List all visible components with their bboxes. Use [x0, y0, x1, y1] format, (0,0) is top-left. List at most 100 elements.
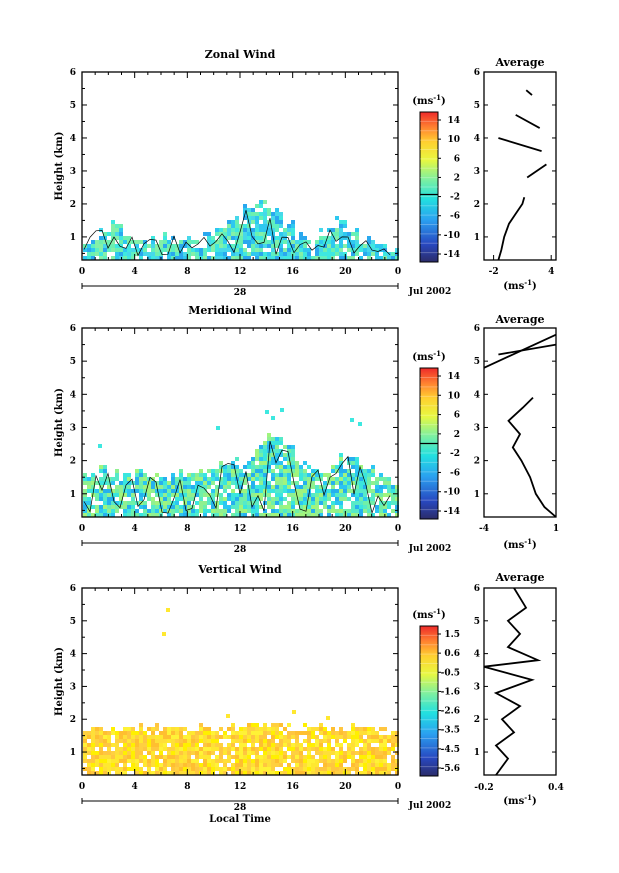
heatmap-cell	[115, 473, 119, 477]
heatmap-cell	[255, 755, 259, 759]
heatmap-cell	[271, 477, 275, 481]
heatmap-cell	[207, 477, 211, 481]
heatmap-cell	[279, 731, 283, 735]
heatmap-cell	[331, 763, 335, 767]
heatmap-cell	[279, 771, 283, 775]
heatmap-cell	[191, 248, 195, 252]
heatmap-cell	[179, 509, 183, 513]
heatmap-cell	[339, 481, 343, 485]
heatmap-cell	[211, 505, 215, 509]
heatmap-cell	[267, 212, 271, 216]
heatmap-cell	[275, 244, 279, 248]
heatmap-cell	[259, 493, 263, 497]
heatmap-cell	[367, 735, 371, 739]
average-y-tick-label: 1	[474, 490, 480, 500]
heatmap-cell	[307, 755, 311, 759]
heatmap-cell	[367, 236, 371, 240]
heatmap-cell	[255, 747, 259, 751]
heatmap-cell	[191, 477, 195, 481]
heatmap-cell	[263, 445, 267, 449]
heatmap-cell	[163, 743, 167, 747]
heatmap-cell	[199, 751, 203, 755]
heatmap-cell	[111, 505, 115, 509]
heatmap-cell	[267, 763, 271, 767]
heatmap-cell	[395, 771, 399, 775]
heatmap-cell	[223, 240, 227, 244]
heatmap-cell	[299, 767, 303, 771]
heatmap-cell	[215, 505, 219, 509]
heatmap-cell	[235, 244, 239, 248]
heatmap-cell	[151, 771, 155, 775]
heatmap-cell	[227, 751, 231, 755]
heatmap-cell	[103, 751, 107, 755]
heatmap-cell	[347, 232, 351, 236]
heatmap-cell	[251, 473, 255, 477]
heatmap-cell	[115, 763, 119, 767]
heatmap-cell	[347, 767, 351, 771]
heatmap-cell	[335, 509, 339, 513]
heatmap-cell	[295, 731, 299, 735]
heatmap-cell	[367, 469, 371, 473]
heatmap-cell	[379, 771, 383, 775]
heatmap-cell	[163, 505, 167, 509]
heatmap-cell	[103, 240, 107, 244]
heatmap-cell	[135, 739, 139, 743]
heatmap-cell	[139, 755, 143, 759]
heatmap-cell	[215, 256, 219, 260]
heatmap-cell	[235, 513, 239, 517]
heatmap-cell	[347, 256, 351, 260]
heatmap-cell	[259, 767, 263, 771]
heatmap-cell	[219, 244, 223, 248]
heatmap-cell	[375, 731, 379, 735]
heatmap-cell	[211, 248, 215, 252]
heatmap-cell	[303, 771, 307, 775]
heatmap-cell	[299, 493, 303, 497]
heatmap-cell	[227, 509, 231, 513]
heatmap-cell	[87, 731, 91, 735]
heatmap-cell	[307, 501, 311, 505]
heatmap-cell	[235, 228, 239, 232]
heatmap-cell	[155, 244, 159, 248]
heatmap-cell	[375, 256, 379, 260]
heatmap-cell	[371, 771, 375, 775]
heatmap-cell	[351, 465, 355, 469]
heatmap-cell	[103, 743, 107, 747]
heatmap-cell	[395, 509, 399, 513]
heatmap-cell	[219, 759, 223, 763]
heatmap-cell	[115, 759, 119, 763]
heatmap-cell	[347, 513, 351, 517]
heatmap-cell	[111, 509, 115, 513]
heatmap-cell	[359, 473, 363, 477]
heatmap-cell	[351, 723, 355, 727]
heatmap-cell	[143, 485, 147, 489]
heatmap-cell	[95, 505, 99, 509]
heatmap-cell	[87, 248, 91, 252]
heatmap-cell	[315, 477, 319, 481]
average-y-tick-label: 2	[474, 200, 480, 210]
colorbar-tick-label: -3.5	[441, 726, 460, 736]
heatmap-cell	[387, 735, 391, 739]
heatmap-cell	[251, 252, 255, 256]
heatmap-cell	[187, 244, 191, 248]
heatmap-cell	[139, 493, 143, 497]
heatmap-cell	[311, 256, 315, 260]
heatmap-cell	[271, 228, 275, 232]
heatmap-cell	[319, 485, 323, 489]
heatmap-cell	[327, 493, 331, 497]
heatmap-cell	[123, 248, 127, 252]
colorbar-tick-label: -5.6	[441, 764, 460, 774]
heatmap-cell	[263, 735, 267, 739]
heatmap-cell	[235, 232, 239, 236]
heatmap-cell	[283, 453, 287, 457]
heatmap-cell	[179, 497, 183, 501]
heatmap-cell	[83, 481, 87, 485]
heatmap-cell	[347, 236, 351, 240]
heatmap-cell	[335, 481, 339, 485]
heatmap-cell	[279, 449, 283, 453]
heatmap-cell	[171, 735, 175, 739]
heatmap-cell	[183, 727, 187, 731]
heatmap-cell	[267, 771, 271, 775]
heatmap-cell	[291, 244, 295, 248]
heatmap-cell	[179, 469, 183, 473]
heatmap-cell	[199, 763, 203, 767]
